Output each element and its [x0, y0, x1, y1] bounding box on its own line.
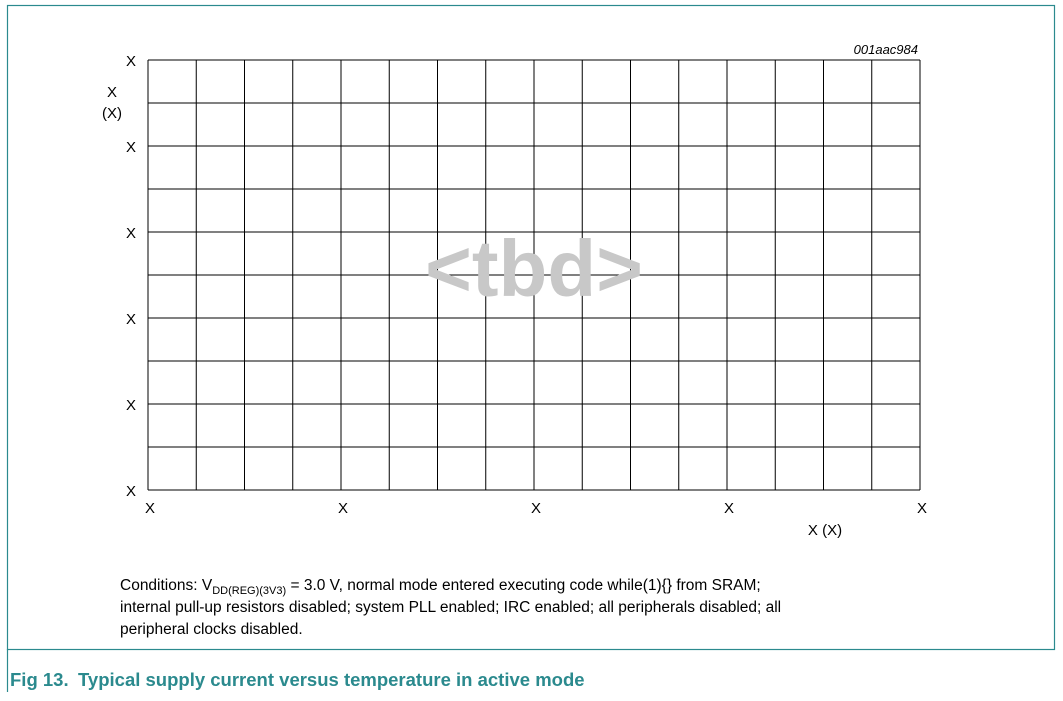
watermark: <tbd> — [425, 224, 643, 313]
conditions-subscript: DD(REG)(3V3) — [212, 585, 286, 597]
x-axis-label: X (X) — [808, 522, 842, 539]
x-tick-label: X — [531, 500, 541, 517]
x-tick-label: X — [145, 500, 155, 517]
caption: Fig 13. Typical supply current versus tem… — [10, 669, 585, 690]
caption-number: Fig 13. — [10, 669, 69, 690]
x-tick-label: X — [724, 500, 734, 517]
x-tick-label: X — [917, 500, 927, 517]
conditions-line: peripheral clocks disabled. — [120, 621, 303, 638]
conditions-line: internal pull-up resistors disabled; sys… — [120, 599, 781, 616]
frame — [6, 4, 1056, 651]
y-axis-label: X — [107, 84, 117, 101]
caption-text: Typical supply current versus temperatur… — [78, 669, 585, 690]
y-tick-label: X — [126, 225, 136, 242]
y-tick-label: X — [126, 53, 136, 70]
y-tick-label: X — [126, 397, 136, 414]
y-tick-label: X — [126, 483, 136, 500]
conditions: Conditions: VDD(REG)(3V3) = 3.0 V, norma… — [120, 577, 761, 597]
figure-id: 001aac984 — [854, 42, 918, 57]
conditions-rest: = 3.0 V, normal mode entered executing c… — [286, 577, 761, 594]
y-tick-label: X — [126, 311, 136, 328]
x-tick-label: X — [338, 500, 348, 517]
y-tick-label: X — [126, 139, 136, 156]
grid — [147, 59, 921, 491]
y-axis-label: (X) — [102, 105, 122, 122]
conditions-prefix: Conditions: V — [120, 577, 213, 594]
